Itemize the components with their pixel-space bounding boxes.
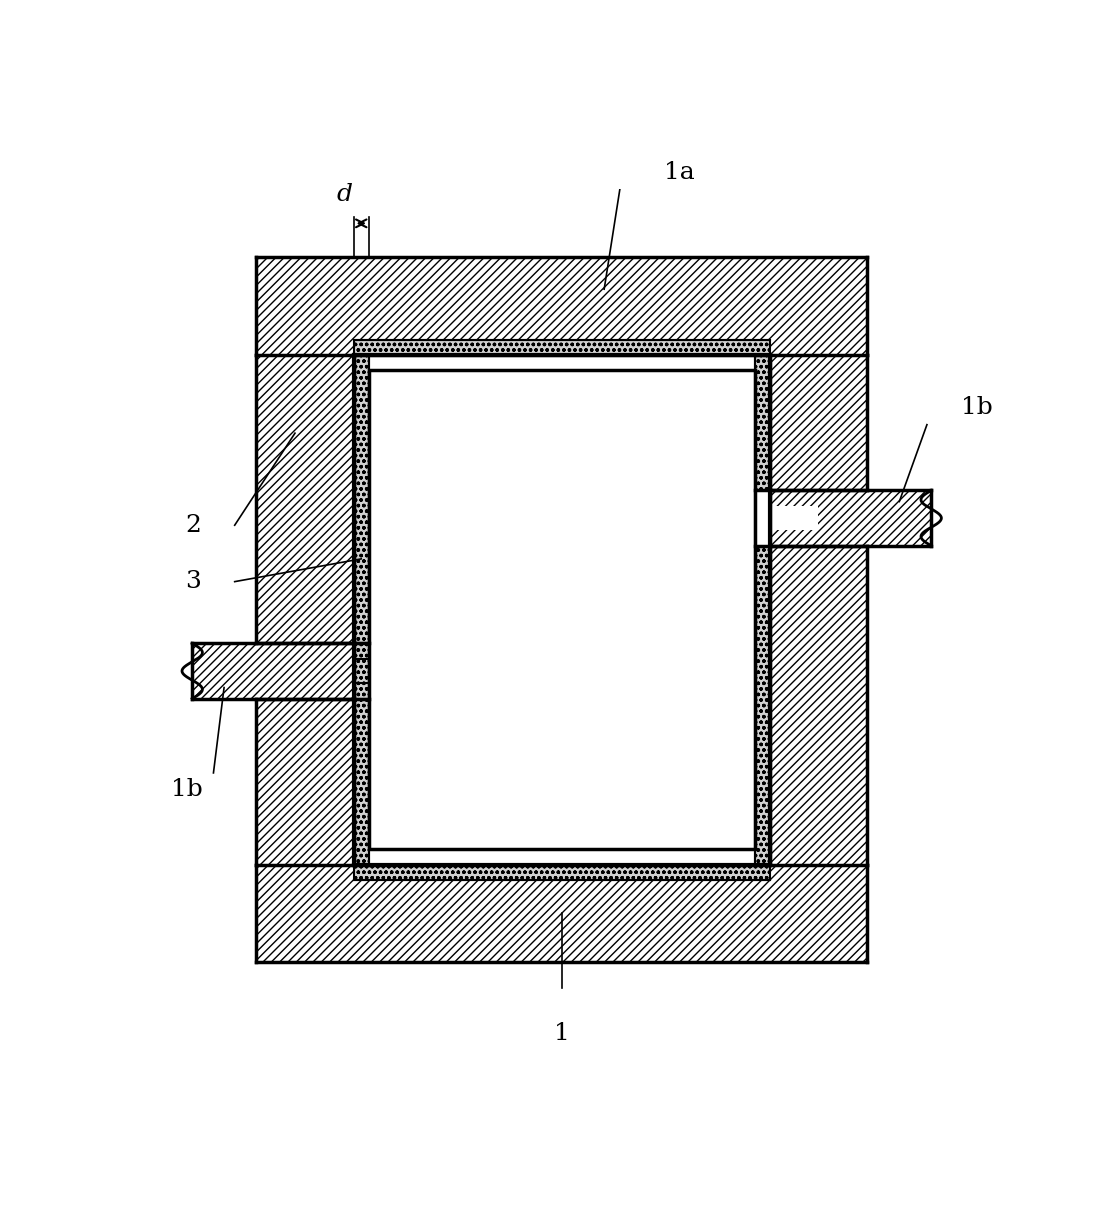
Bar — [354, 643, 561, 659]
Bar — [754, 506, 819, 530]
Text: 3: 3 — [185, 570, 201, 593]
Bar — [354, 865, 769, 880]
Text: 1b: 1b — [961, 396, 993, 420]
Bar — [369, 643, 754, 699]
Text: 1: 1 — [553, 1021, 570, 1045]
Bar — [754, 355, 769, 865]
Bar — [754, 490, 769, 546]
Bar — [192, 643, 354, 699]
Text: d: d — [336, 184, 353, 207]
Bar — [255, 258, 867, 355]
Bar — [769, 490, 932, 546]
Text: 1b: 1b — [171, 778, 203, 801]
Bar — [369, 643, 754, 699]
Bar — [255, 865, 867, 962]
Bar — [255, 355, 354, 643]
Bar — [369, 371, 754, 849]
Bar — [369, 371, 754, 849]
Bar — [255, 699, 354, 865]
Text: 1a: 1a — [663, 161, 695, 184]
Bar — [354, 643, 369, 699]
Bar — [354, 683, 561, 699]
Bar — [354, 339, 769, 355]
Bar — [354, 355, 369, 865]
Bar — [769, 546, 867, 865]
Bar — [769, 355, 867, 490]
Text: 2: 2 — [185, 513, 201, 536]
